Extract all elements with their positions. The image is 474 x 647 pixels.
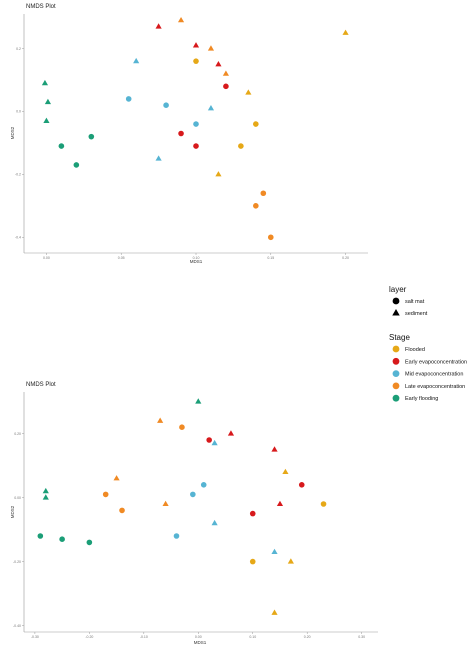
x-axis-label: MDS1	[190, 259, 203, 264]
data-point	[88, 133, 95, 140]
data-point	[267, 234, 274, 241]
x-tick-label: 0.20	[342, 256, 349, 260]
data-point	[73, 162, 80, 168]
data-point	[44, 98, 52, 105]
data-point	[193, 121, 199, 127]
data-point	[177, 16, 185, 23]
data-point	[193, 143, 199, 149]
y-tick-label: 0.0	[16, 110, 21, 114]
data-point	[245, 89, 252, 95]
data-point	[253, 203, 259, 209]
x-tick-label: 0.05	[118, 256, 125, 260]
data-point	[178, 130, 184, 137]
data-point	[342, 29, 349, 35]
data-point	[155, 23, 162, 29]
data-point	[163, 102, 169, 108]
data-point	[155, 155, 162, 161]
x-tick-label: 0.10	[193, 256, 200, 260]
data-point	[238, 143, 244, 149]
data-point	[125, 96, 132, 102]
data-point	[222, 70, 229, 76]
data-point	[133, 57, 140, 64]
data-point	[223, 83, 229, 90]
data-point	[192, 42, 200, 48]
data-point	[215, 171, 222, 177]
x-tick-label: 0.00	[43, 256, 50, 260]
data-point	[43, 117, 50, 123]
data-point	[58, 143, 65, 149]
data-point	[193, 58, 199, 64]
data-point	[207, 45, 215, 51]
y-axis-label: MDS2	[10, 126, 15, 139]
data-point	[253, 121, 259, 127]
data-point	[41, 79, 49, 86]
data-point	[215, 61, 222, 67]
x-tick-label: 0.15	[267, 256, 274, 260]
data-point	[260, 190, 267, 197]
plot-title: NMDS Plot	[26, 4, 56, 10]
y-tick-label: -0.4	[15, 235, 21, 239]
data-point	[207, 105, 215, 111]
y-tick-label: -0.2	[15, 173, 21, 177]
y-tick-label: 0.2	[16, 47, 21, 51]
